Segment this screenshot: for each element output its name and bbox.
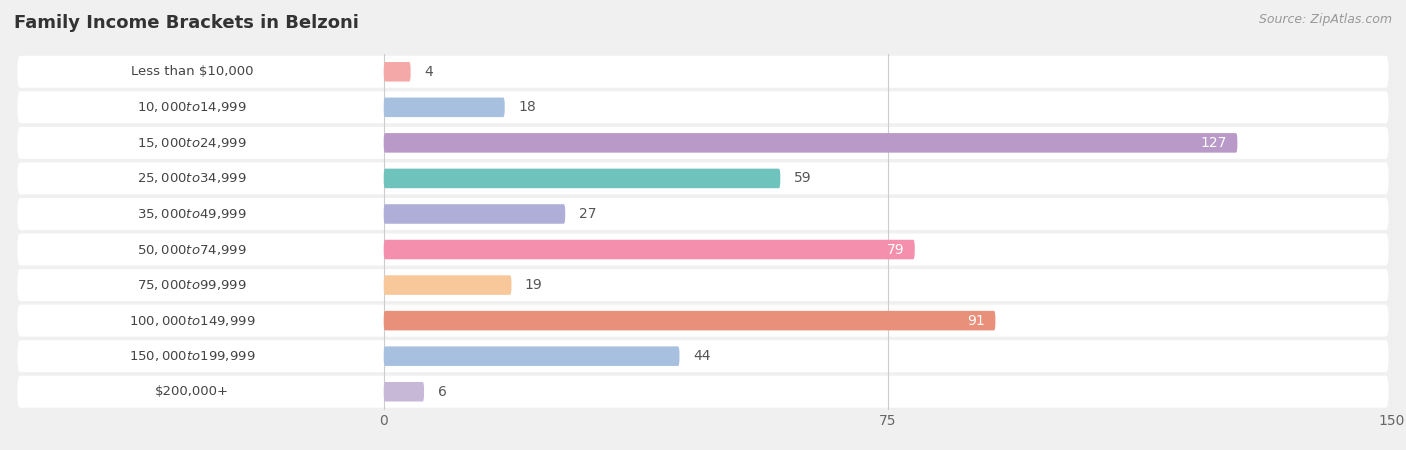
- FancyBboxPatch shape: [17, 198, 1389, 230]
- Text: $75,000 to $99,999: $75,000 to $99,999: [138, 278, 247, 292]
- Text: $15,000 to $24,999: $15,000 to $24,999: [138, 136, 247, 150]
- FancyBboxPatch shape: [24, 133, 360, 153]
- Text: Source: ZipAtlas.com: Source: ZipAtlas.com: [1258, 14, 1392, 27]
- FancyBboxPatch shape: [384, 346, 679, 366]
- FancyBboxPatch shape: [24, 275, 360, 295]
- Text: 18: 18: [519, 100, 536, 114]
- Text: $150,000 to $199,999: $150,000 to $199,999: [129, 349, 256, 363]
- Text: 19: 19: [524, 278, 543, 292]
- FancyBboxPatch shape: [24, 62, 360, 81]
- FancyBboxPatch shape: [17, 340, 1389, 372]
- Text: 79: 79: [887, 243, 904, 256]
- FancyBboxPatch shape: [384, 240, 915, 259]
- FancyBboxPatch shape: [384, 311, 995, 330]
- Text: 4: 4: [425, 65, 433, 79]
- Text: 59: 59: [794, 171, 811, 185]
- Text: $50,000 to $74,999: $50,000 to $74,999: [138, 243, 247, 256]
- Text: $10,000 to $14,999: $10,000 to $14,999: [138, 100, 247, 114]
- FancyBboxPatch shape: [384, 204, 565, 224]
- FancyBboxPatch shape: [384, 133, 1237, 153]
- Text: 127: 127: [1201, 136, 1227, 150]
- FancyBboxPatch shape: [384, 98, 505, 117]
- Text: $25,000 to $34,999: $25,000 to $34,999: [138, 171, 247, 185]
- Text: 44: 44: [693, 349, 710, 363]
- Text: 91: 91: [967, 314, 986, 328]
- Text: 6: 6: [437, 385, 446, 399]
- FancyBboxPatch shape: [24, 311, 360, 330]
- FancyBboxPatch shape: [17, 127, 1389, 159]
- FancyBboxPatch shape: [17, 162, 1389, 194]
- FancyBboxPatch shape: [24, 382, 360, 401]
- FancyBboxPatch shape: [17, 234, 1389, 266]
- Text: 27: 27: [579, 207, 596, 221]
- FancyBboxPatch shape: [384, 382, 425, 401]
- Text: $35,000 to $49,999: $35,000 to $49,999: [138, 207, 247, 221]
- FancyBboxPatch shape: [24, 169, 360, 188]
- FancyBboxPatch shape: [17, 91, 1389, 123]
- FancyBboxPatch shape: [17, 376, 1389, 408]
- FancyBboxPatch shape: [24, 204, 360, 224]
- FancyBboxPatch shape: [17, 56, 1389, 88]
- FancyBboxPatch shape: [17, 305, 1389, 337]
- FancyBboxPatch shape: [384, 62, 411, 81]
- Text: $200,000+: $200,000+: [155, 385, 229, 398]
- FancyBboxPatch shape: [384, 169, 780, 188]
- FancyBboxPatch shape: [24, 240, 360, 259]
- FancyBboxPatch shape: [24, 346, 360, 366]
- FancyBboxPatch shape: [384, 275, 512, 295]
- Text: Family Income Brackets in Belzoni: Family Income Brackets in Belzoni: [14, 14, 359, 32]
- FancyBboxPatch shape: [17, 269, 1389, 301]
- FancyBboxPatch shape: [24, 98, 360, 117]
- Text: $100,000 to $149,999: $100,000 to $149,999: [129, 314, 256, 328]
- Text: Less than $10,000: Less than $10,000: [131, 65, 253, 78]
